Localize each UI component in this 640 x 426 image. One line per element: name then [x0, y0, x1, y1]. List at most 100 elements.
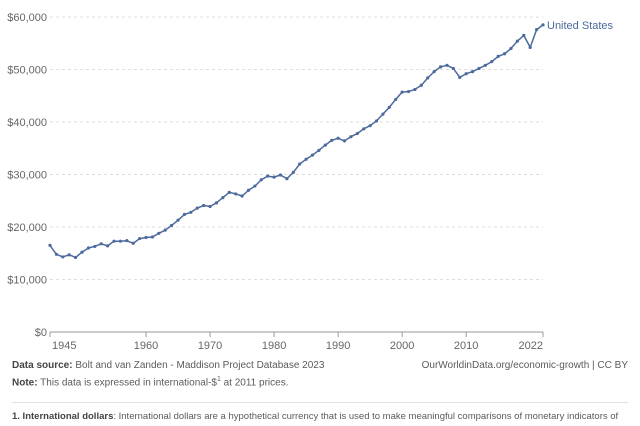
- line-chart: $0 $10,000 $20,000 $30,000 $40,000 $50,000 $60…: [7, 12, 614, 352]
- series-label: United States: [547, 20, 614, 32]
- data-point: [496, 54, 500, 58]
- note-superscript: 1: [216, 376, 221, 383]
- y-axis-ticks: $0 $10,000 $20,000 $30,000 $40,000 $50,000 $60…: [7, 12, 47, 339]
- y-tick-label: $60,000: [7, 12, 47, 24]
- x-tick-label: 1990: [326, 340, 350, 352]
- data-point: [86, 246, 91, 250]
- data-point: [157, 231, 161, 235]
- data-point: [426, 76, 430, 80]
- data-point: [323, 143, 327, 147]
- data-point: [349, 135, 353, 139]
- x-axis: 1945 1960 1970 1980 1990 2000 2010 2022: [49, 331, 544, 352]
- data-point: [240, 194, 244, 198]
- data-point: [451, 66, 455, 71]
- data-point: [310, 153, 315, 157]
- data-point: [118, 239, 123, 243]
- data-point: [490, 60, 494, 64]
- series-line: [49, 24, 544, 259]
- source-url-link[interactable]: OurWorldinData.org/economic-growth | CC …: [421, 360, 628, 371]
- y-tick-label: $20,000: [7, 222, 47, 234]
- data-point: [419, 83, 423, 87]
- x-tick-label: 2000: [390, 340, 414, 352]
- data-point: [99, 242, 103, 246]
- data-point: [336, 136, 340, 140]
- x-tick-label: 2010: [454, 340, 478, 352]
- data-point: [445, 63, 449, 67]
- data-point: [298, 162, 302, 166]
- data-point: [106, 244, 110, 248]
- data-point: [214, 201, 219, 205]
- data-point: [131, 241, 135, 245]
- series-layer: United States: [48, 20, 614, 260]
- data-point: [394, 97, 398, 102]
- y-tick-label: $40,000: [7, 117, 47, 129]
- data-point: [67, 253, 71, 257]
- data-point: [125, 239, 129, 243]
- data-point: [170, 223, 174, 228]
- data-point: [195, 206, 199, 210]
- y-tick-label: $30,000: [7, 170, 47, 182]
- data-point: [509, 46, 513, 51]
- data-point: [458, 75, 462, 79]
- data-point: [355, 131, 359, 136]
- footer-divider: [12, 402, 628, 403]
- data-point: [61, 255, 65, 259]
- footnote-label: 1. International dollars: [12, 411, 114, 422]
- data-point: [432, 70, 436, 74]
- data-point: [541, 23, 545, 27]
- data-point: [522, 33, 526, 37]
- y-tick-label: $0: [35, 327, 47, 339]
- data-point: [406, 89, 411, 94]
- data-point: [93, 244, 97, 249]
- footnote: 1. International dollars: International …: [12, 411, 628, 422]
- y-tick-label: $50,000: [7, 65, 47, 77]
- data-point: [253, 184, 257, 188]
- data-point: [80, 250, 84, 254]
- x-tick-label: 1960: [134, 340, 158, 352]
- data-point: [150, 235, 155, 239]
- data-point: [438, 65, 443, 69]
- data-point: [189, 210, 193, 214]
- data-point: [413, 87, 417, 92]
- data-point: [221, 196, 225, 200]
- data-point: [202, 203, 206, 208]
- data-point: [374, 119, 379, 123]
- data-point: [534, 28, 539, 32]
- data-point: [182, 212, 187, 216]
- y-tick-label: $10,000: [7, 275, 47, 287]
- data-point: [528, 45, 532, 50]
- data-point: [387, 105, 391, 109]
- x-tick-label: 1980: [262, 340, 286, 352]
- data-point: [362, 127, 366, 131]
- note-line: Note: This data is expressed in internat…: [12, 376, 628, 388]
- data-point: [234, 192, 238, 196]
- data-point: [477, 66, 481, 71]
- x-tick-label: 1945: [52, 340, 76, 352]
- data-point: [464, 72, 468, 76]
- data-source-line: Data source: Bolt and van Zanden - Maddi…: [12, 360, 628, 371]
- data-point: [304, 157, 308, 161]
- note-text-before: This data is expressed in international-…: [40, 377, 217, 389]
- data-source-label: Data source:: [12, 360, 73, 371]
- data-point: [266, 174, 270, 178]
- data-point: [483, 63, 487, 67]
- data-point: [278, 173, 283, 177]
- data-point: [227, 190, 231, 194]
- data-point: [368, 124, 372, 128]
- data-point: [285, 177, 289, 181]
- data-point: [208, 204, 212, 209]
- data-point: [317, 148, 321, 152]
- data-point: [502, 52, 507, 56]
- data-point: [342, 139, 347, 143]
- data-point: [54, 252, 59, 256]
- note-text-after: at 2011 prices.: [220, 377, 289, 389]
- data-point: [470, 70, 475, 74]
- data-point: [330, 138, 334, 142]
- note-label: Note:: [12, 377, 38, 389]
- data-point: [112, 239, 116, 243]
- data-point: [138, 236, 142, 241]
- x-tick-label: 1970: [198, 340, 222, 352]
- data-point: [291, 170, 295, 174]
- data-point: [144, 235, 148, 240]
- data-point: [259, 178, 263, 182]
